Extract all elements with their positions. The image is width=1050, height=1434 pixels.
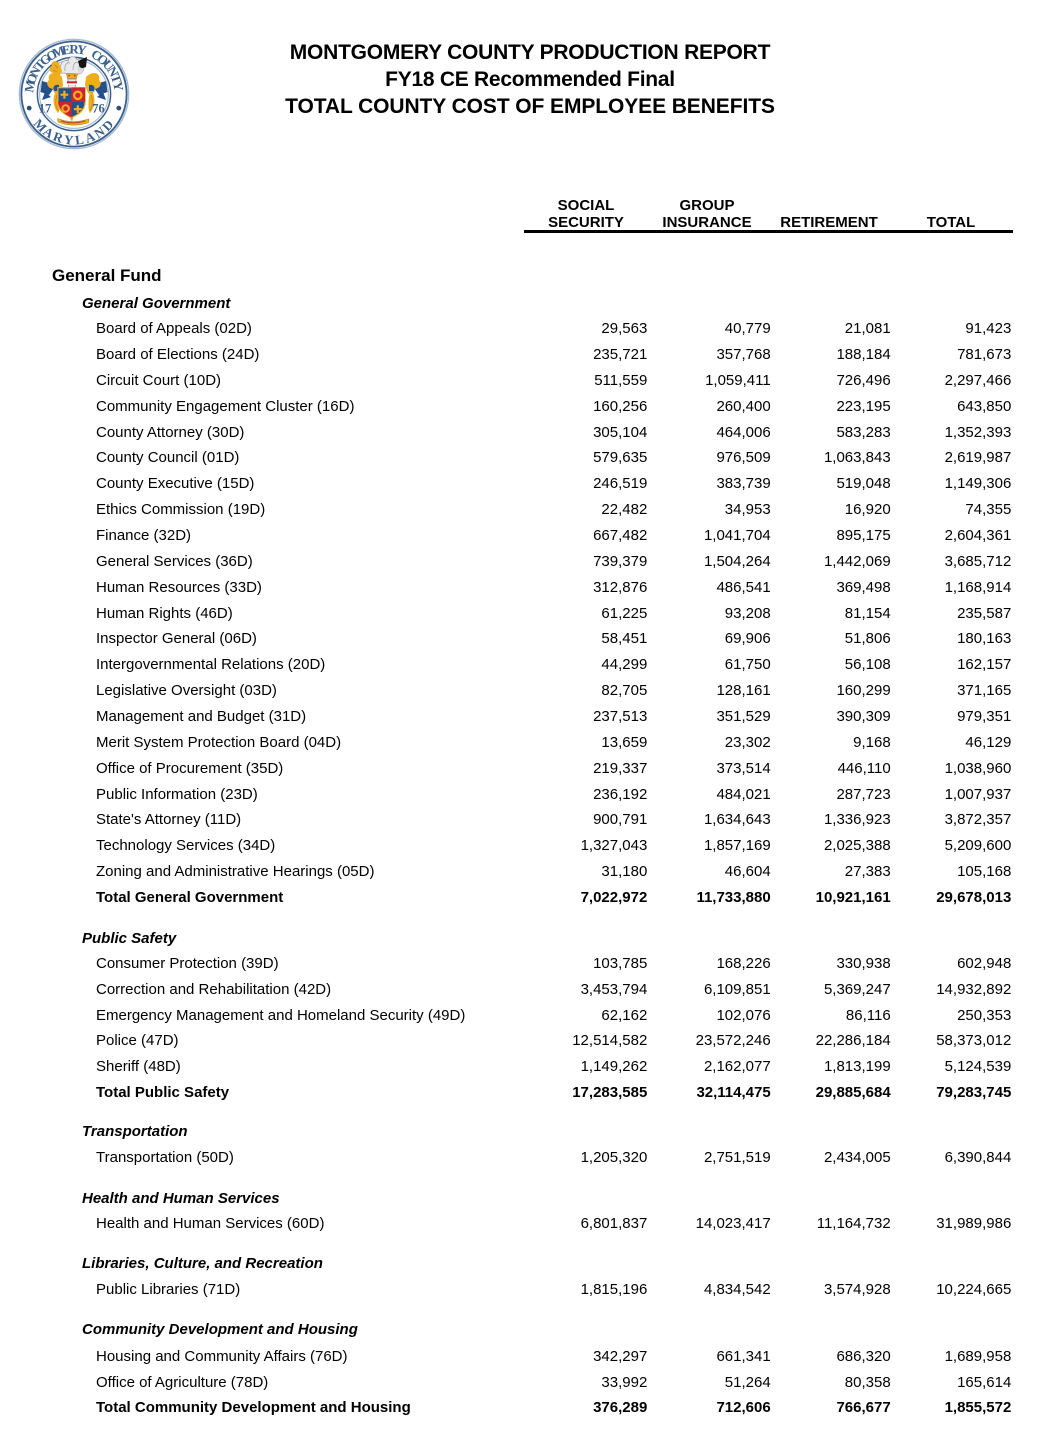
svg-text:Y: Y [110,80,127,92]
svg-text:17: 17 [39,102,52,116]
svg-text:76: 76 [92,102,105,116]
svg-text:Y: Y [76,41,88,58]
svg-text:O: O [23,71,41,86]
svg-text:Y: Y [63,132,75,148]
svg-text:E: E [61,42,72,58]
svg-text:M: M [50,43,67,61]
svg-text:M: M [21,79,38,94]
svg-text:R: R [69,42,79,57]
svg-text:L: L [74,132,85,148]
